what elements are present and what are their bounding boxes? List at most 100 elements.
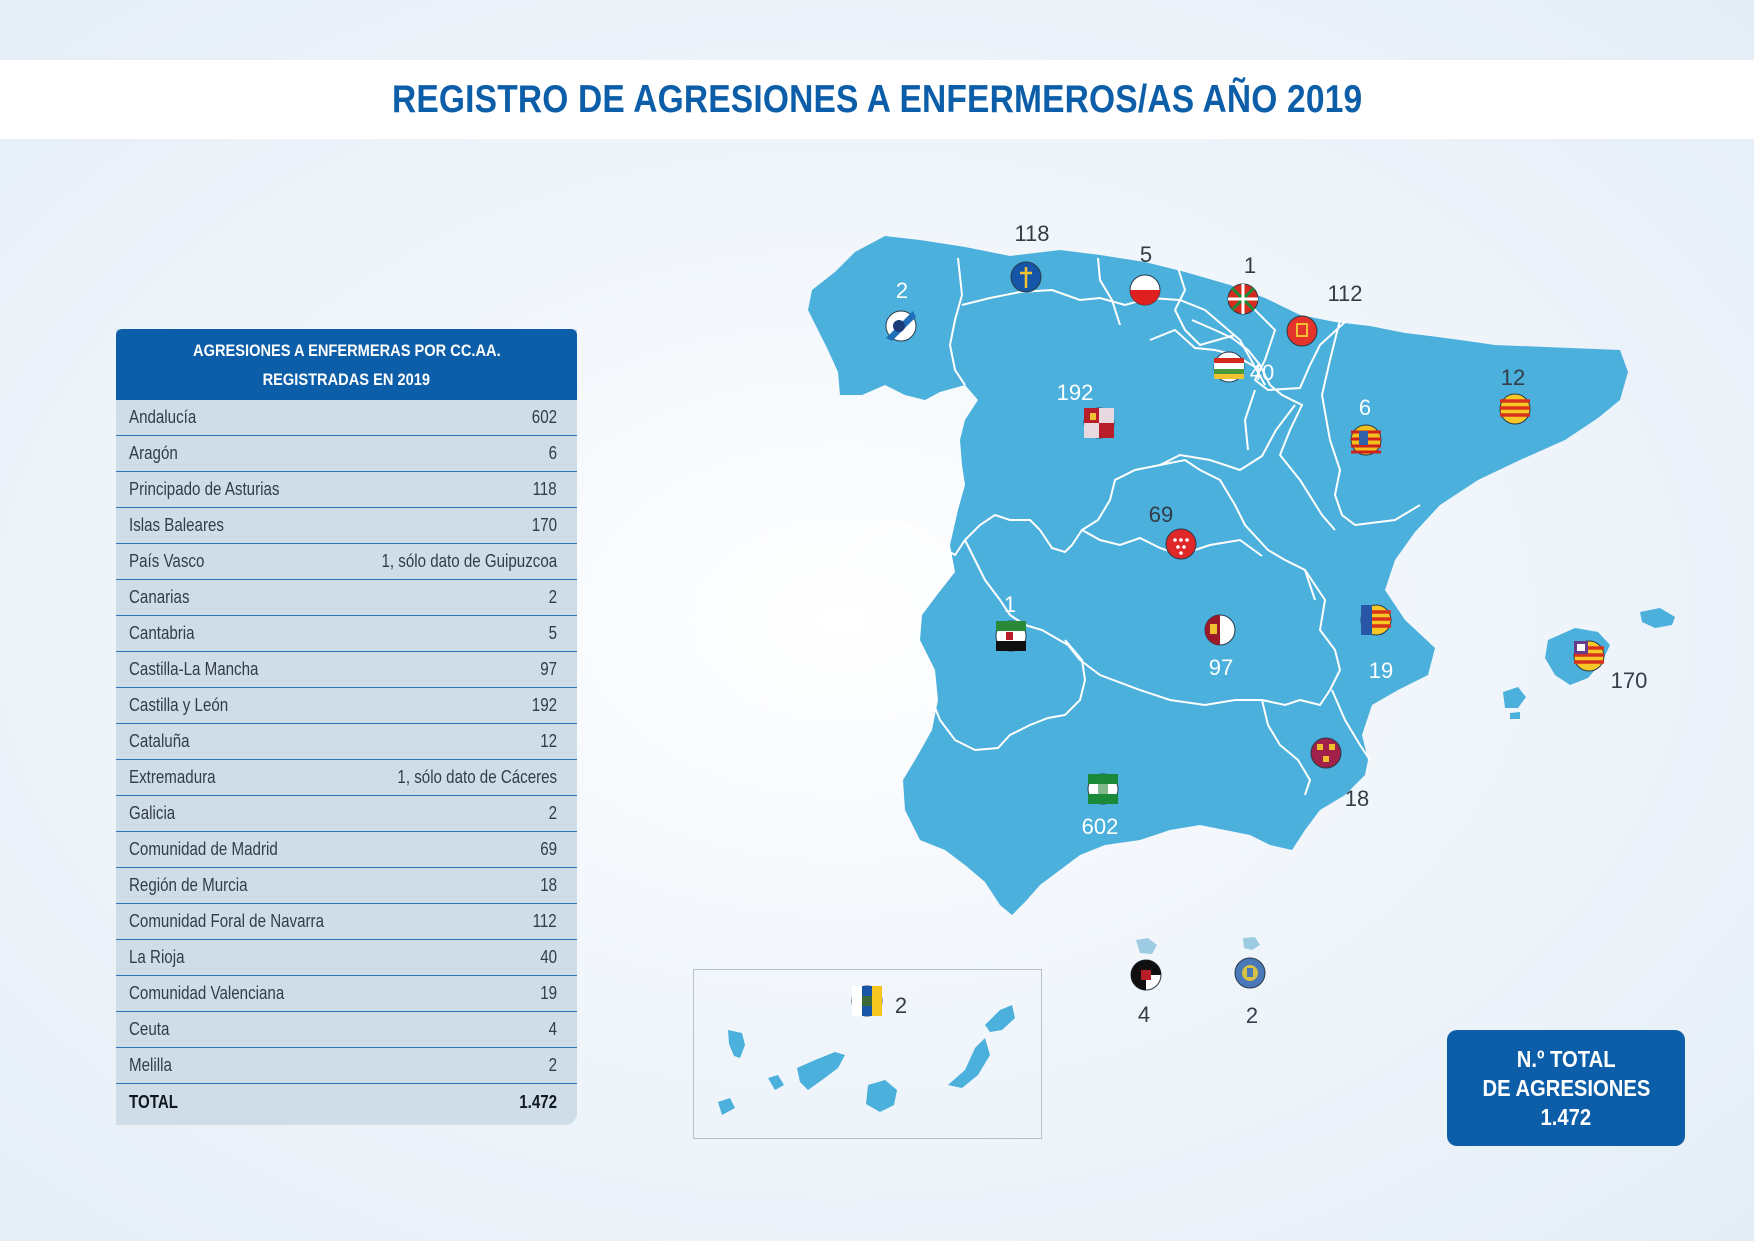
mainland-shape bbox=[808, 236, 1628, 915]
galicia-badge bbox=[885, 310, 917, 342]
row-value: 2 bbox=[548, 1055, 557, 1075]
ibiza-shape bbox=[1503, 687, 1526, 708]
row-value: 2 bbox=[548, 587, 557, 607]
table-row: Extremadura 1, sólo dato de Cáceres bbox=[116, 760, 577, 796]
row-value: 5 bbox=[548, 623, 557, 643]
table-row: Principado de Asturias 118 bbox=[116, 472, 577, 508]
table-row: País Vasco 1, sólo dato de Guipuzcoa bbox=[116, 544, 577, 580]
galicia-label: 2 bbox=[896, 278, 908, 303]
andalucia-label: 602 bbox=[1082, 814, 1119, 839]
asturias-badge bbox=[1010, 261, 1042, 293]
row-name: Andalucía bbox=[129, 407, 197, 427]
extremadura-label: 1 bbox=[1004, 592, 1016, 617]
melilla-label: 2 bbox=[1246, 1003, 1258, 1028]
total-box-line2: DE AGRESIONES bbox=[1482, 1074, 1650, 1101]
pais-vasco-badge bbox=[1227, 283, 1259, 315]
row-name: Extremadura bbox=[129, 767, 216, 787]
row-name: Comunidad de Madrid bbox=[129, 839, 278, 859]
total-value: 1.472 bbox=[519, 1091, 557, 1112]
row-name: Ceuta bbox=[129, 1019, 170, 1039]
castilla-la-mancha-badge bbox=[1204, 614, 1236, 646]
total-aggressions-box: N.º TOTAL DE AGRESIONES 1.472 bbox=[1447, 1030, 1685, 1146]
table-header-line2: REGISTRADAS EN 2019 bbox=[262, 369, 431, 389]
row-value: 40 bbox=[540, 947, 557, 967]
row-value: 4 bbox=[548, 1019, 557, 1039]
row-name: Comunidad Valenciana bbox=[129, 983, 285, 1003]
table-row: Comunidad Valenciana 19 bbox=[116, 976, 577, 1012]
aragon-label: 6 bbox=[1359, 395, 1371, 420]
la-rioja-label: 40 bbox=[1250, 360, 1274, 385]
table-row: Comunidad Foral de Navarra 112 bbox=[116, 904, 577, 940]
row-value: 97 bbox=[540, 659, 557, 679]
formentera-shape bbox=[1510, 712, 1520, 719]
row-name: Melilla bbox=[129, 1055, 172, 1075]
valenciana-badge bbox=[1360, 604, 1392, 636]
title-bar: REGISTRO DE AGRESIONES A ENFERMEROS/AS A… bbox=[0, 60, 1754, 139]
region-borders bbox=[844, 257, 1421, 796]
row-value: 12 bbox=[540, 731, 557, 751]
row-value: 19 bbox=[540, 983, 557, 1003]
table-row: Islas Baleares 170 bbox=[116, 508, 577, 544]
table-row: Cantabria 5 bbox=[116, 616, 577, 652]
menorca-shape bbox=[1640, 608, 1675, 628]
aggressions-table: AGRESIONES A ENFERMERAS POR CC.AA. REGIS… bbox=[116, 329, 577, 1125]
row-name: Aragón bbox=[129, 443, 178, 463]
table-row: Canarias 2 bbox=[116, 580, 577, 616]
row-name: Cataluña bbox=[129, 731, 190, 751]
row-name: Castilla-La Mancha bbox=[129, 659, 259, 679]
baleares-label: 170 bbox=[1611, 668, 1648, 693]
table-row: Aragón 6 bbox=[116, 436, 577, 472]
table-row: Comunidad de Madrid 69 bbox=[116, 832, 577, 868]
row-name: País Vasco bbox=[129, 551, 205, 571]
total-label: TOTAL bbox=[129, 1091, 178, 1112]
table-row: Castilla-La Mancha 97 bbox=[116, 652, 577, 688]
asturias-label: 118 bbox=[1014, 221, 1049, 246]
canary-islands-shapes bbox=[718, 1005, 1015, 1115]
total-box-line1: N.º TOTAL bbox=[1516, 1045, 1616, 1072]
navarra-label: 112 bbox=[1327, 281, 1362, 306]
table-row: La Rioja 40 bbox=[116, 940, 577, 976]
row-value: 192 bbox=[531, 695, 557, 715]
table-row: Cataluña 12 bbox=[116, 724, 577, 760]
castilla-leon-label: 192 bbox=[1057, 380, 1094, 405]
row-value: 2 bbox=[548, 803, 557, 823]
row-value: 6 bbox=[548, 443, 557, 463]
cantabria-label: 5 bbox=[1140, 242, 1152, 267]
ceuta-badge bbox=[1130, 959, 1162, 991]
navarra-badge bbox=[1286, 315, 1318, 347]
cataluna-label: 12 bbox=[1501, 365, 1525, 390]
table-row: Andalucía 602 bbox=[116, 400, 577, 436]
row-value: 1, sólo dato de Cáceres bbox=[397, 767, 557, 787]
valenciana-label: 19 bbox=[1369, 658, 1393, 683]
row-name: Comunidad Foral de Navarra bbox=[129, 911, 324, 931]
canarias-label: 2 bbox=[895, 993, 907, 1018]
row-name: Cantabria bbox=[129, 623, 195, 643]
baleares-badge bbox=[1573, 640, 1605, 672]
melilla-shape bbox=[1243, 937, 1260, 950]
row-name: La Rioja bbox=[129, 947, 185, 967]
cantabria-badge bbox=[1129, 274, 1161, 306]
table-row: Ceuta 4 bbox=[116, 1012, 577, 1048]
canarias-badge bbox=[851, 985, 883, 1017]
table-header: AGRESIONES A ENFERMERAS POR CC.AA. REGIS… bbox=[116, 329, 577, 400]
murcia-label: 18 bbox=[1345, 786, 1369, 811]
row-name: Principado de Asturias bbox=[129, 479, 280, 499]
row-value: 69 bbox=[540, 839, 557, 859]
row-name: Galicia bbox=[129, 803, 176, 823]
melilla-badge bbox=[1234, 957, 1266, 989]
table-row: Región de Murcia 18 bbox=[116, 868, 577, 904]
canary-islands-inset bbox=[693, 969, 1042, 1139]
row-value: 18 bbox=[540, 875, 557, 895]
row-name: Canarias bbox=[129, 587, 190, 607]
row-value: 118 bbox=[532, 479, 557, 499]
row-name: Región de Murcia bbox=[129, 875, 248, 895]
row-value: 170 bbox=[531, 515, 557, 535]
total-box-value: 1.472 bbox=[1540, 1103, 1592, 1130]
row-value: 1, sólo dato de Guipuzcoa bbox=[381, 551, 557, 571]
table-row: Castilla y León 192 bbox=[116, 688, 577, 724]
ceuta-shape bbox=[1136, 938, 1157, 954]
extremadura-badge bbox=[995, 620, 1027, 652]
cataluna-badge bbox=[1499, 393, 1531, 425]
andalucia-badge bbox=[1087, 773, 1119, 805]
